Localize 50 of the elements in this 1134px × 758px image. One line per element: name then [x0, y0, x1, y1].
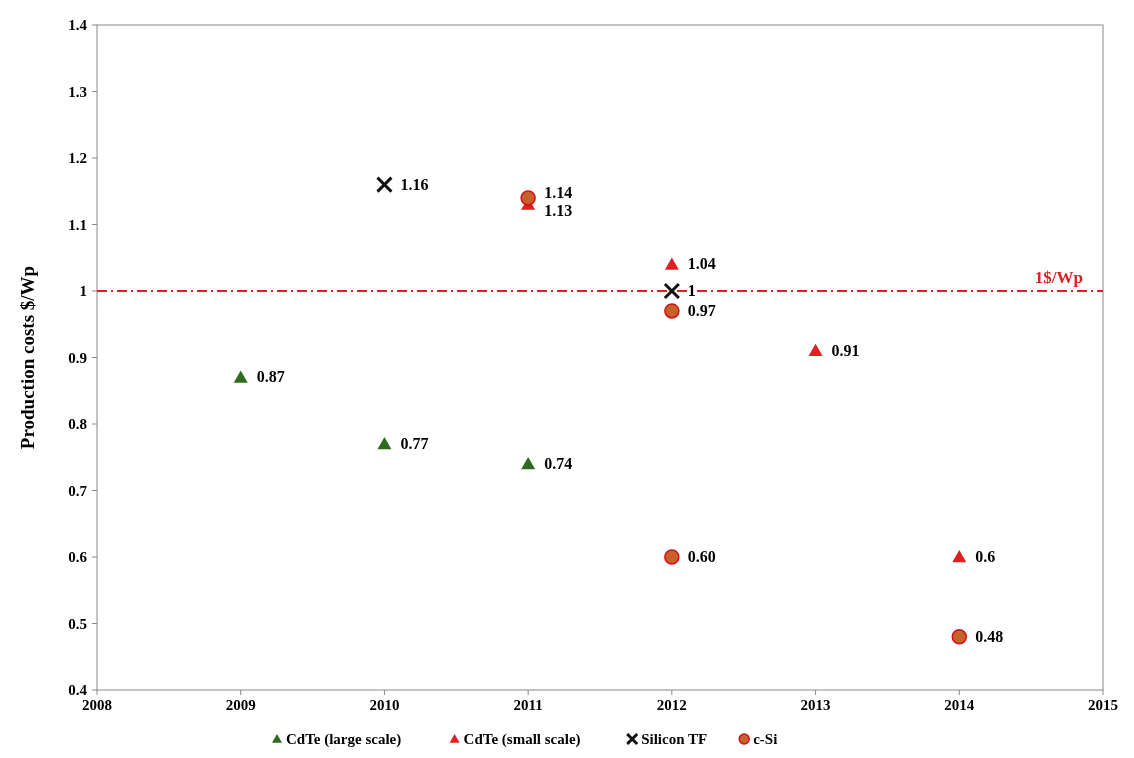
- data-label: 1.14: [544, 184, 573, 202]
- legend-label: c-Si: [753, 731, 778, 747]
- point: [664, 549, 680, 565]
- data-label: 0.87: [256, 368, 285, 386]
- data-label: 0.60: [687, 548, 716, 565]
- data-label: 0.77: [400, 434, 429, 452]
- legend-label: Silicon TF: [641, 731, 708, 747]
- point: [951, 629, 968, 645]
- point: [375, 176, 393, 194]
- y-tick-label: 0.6: [68, 549, 88, 565]
- y-tick-label: 0.7: [68, 482, 88, 499]
- y-tick-label: 0.8: [68, 416, 87, 432]
- point: [233, 370, 248, 383]
- point: [520, 190, 536, 206]
- x-tick-label: 2012: [656, 697, 687, 713]
- y-tick-label: 1.1: [68, 216, 87, 233]
- data-label: 1.13: [544, 202, 573, 220]
- point: [952, 550, 967, 563]
- point: [521, 456, 536, 470]
- x-tick-label: 2013: [800, 697, 831, 713]
- y-tick-label: 1.4: [68, 17, 88, 33]
- point: [664, 257, 679, 270]
- point: [808, 343, 823, 357]
- x-tick-label: 2011: [513, 697, 543, 713]
- ref-line-label: 1$/Wp: [1034, 268, 1083, 287]
- data-label: 0.6: [975, 548, 996, 565]
- x-tick-label: 2015: [1088, 697, 1118, 713]
- data-label: 0.91: [831, 341, 860, 359]
- x-tick-label: 2008: [82, 697, 112, 713]
- point: [664, 303, 680, 319]
- point: [377, 436, 392, 450]
- x-tick-label: 2009: [225, 697, 256, 713]
- y-tick-label: 1.2: [68, 150, 87, 166]
- y-tick-label: 0.4: [68, 682, 88, 698]
- data-label: 0.97: [687, 301, 716, 319]
- legend-label: CdTe (large scale): [286, 731, 402, 748]
- data-label: 1.04: [687, 255, 716, 273]
- y-tick-label: 1: [79, 283, 87, 299]
- legend-label: CdTe (small scale): [463, 731, 581, 748]
- data-label: 0.74: [544, 454, 573, 472]
- y-tick-label: 0.9: [68, 349, 87, 366]
- y-axis-title: Production costs $/Wp: [17, 265, 38, 450]
- data-label: 0.48: [975, 627, 1004, 645]
- data-label: 1.16: [400, 175, 429, 193]
- x-tick-label: 2014: [944, 697, 975, 713]
- data-label: 1: [687, 282, 696, 299]
- y-tick-label: 1.3: [68, 83, 87, 100]
- y-tick-label: 0.5: [68, 615, 87, 632]
- point: [663, 282, 681, 300]
- x-tick-label: 2010: [369, 697, 400, 713]
